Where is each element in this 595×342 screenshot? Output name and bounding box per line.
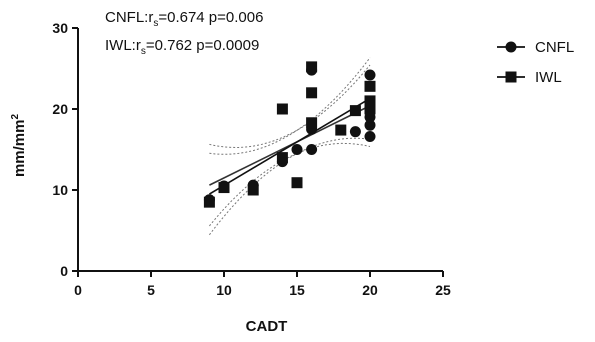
legend-marker-cnfl	[505, 41, 517, 53]
legend-marker-iwl	[505, 71, 517, 83]
point-iwl	[203, 196, 215, 208]
y-axis-title-superscript: 2	[10, 114, 21, 120]
point-cnfl	[364, 131, 376, 143]
point-iwl	[291, 177, 303, 189]
point-iwl	[306, 117, 318, 129]
point-iwl	[364, 95, 376, 107]
fit-line-iwl	[208, 97, 371, 195]
point-iwl	[218, 182, 230, 194]
point-iwl	[247, 184, 259, 196]
x-tick-label: 0	[74, 282, 82, 298]
point-iwl	[276, 103, 288, 115]
point-iwl	[335, 124, 347, 136]
point-iwl	[364, 103, 376, 115]
point-cnfl	[291, 144, 303, 155]
point-iwl	[306, 61, 318, 73]
point-cnfl	[306, 144, 318, 155]
x-tick-label: 25	[435, 282, 451, 298]
y-tick-label: 20	[52, 101, 68, 117]
legend-label-cnfl: CNFL	[535, 39, 574, 56]
axes: 0 5 10 15 20 25 0 10 20 30 CADT mm/mm2	[10, 20, 451, 335]
point-iwl	[306, 87, 318, 99]
data-points	[203, 61, 376, 208]
stat-annotation: CNFL:rs=0.674 p=0.006	[105, 9, 263, 29]
x-tick-label: 10	[216, 282, 232, 298]
y-tick-label: 10	[52, 182, 68, 198]
confidence-bands	[209, 57, 371, 236]
confidence-band-cnfl	[209, 64, 371, 149]
point-iwl	[349, 105, 361, 117]
y-tick-label: 30	[52, 20, 68, 36]
y-axis-title: mm/mm2	[10, 114, 28, 178]
confidence-band-iwl	[209, 137, 371, 236]
point-iwl	[364, 80, 376, 92]
point-cnfl	[364, 69, 376, 81]
x-axis-title: CADT	[246, 318, 288, 335]
x-tick-label: 5	[147, 282, 155, 298]
fit-lines	[208, 97, 371, 195]
confidence-band-cnfl	[209, 142, 371, 227]
y-tick-label: 0	[60, 263, 68, 279]
x-tick-label: 20	[362, 282, 378, 298]
x-tick-label: 15	[289, 282, 305, 298]
legend-label-iwl: IWL	[535, 69, 562, 86]
point-iwl	[276, 152, 288, 164]
point-cnfl	[349, 126, 361, 138]
confidence-band-iwl	[209, 57, 371, 155]
stat-annotation: IWL:rs=0.762 p=0.0009	[105, 37, 259, 57]
legend: CNFL IWL	[497, 39, 574, 86]
point-cnfl	[364, 119, 376, 131]
stats-annotations: CNFL:rs=0.674 p=0.006 IWL:rs=0.762 p=0.00…	[105, 9, 263, 57]
